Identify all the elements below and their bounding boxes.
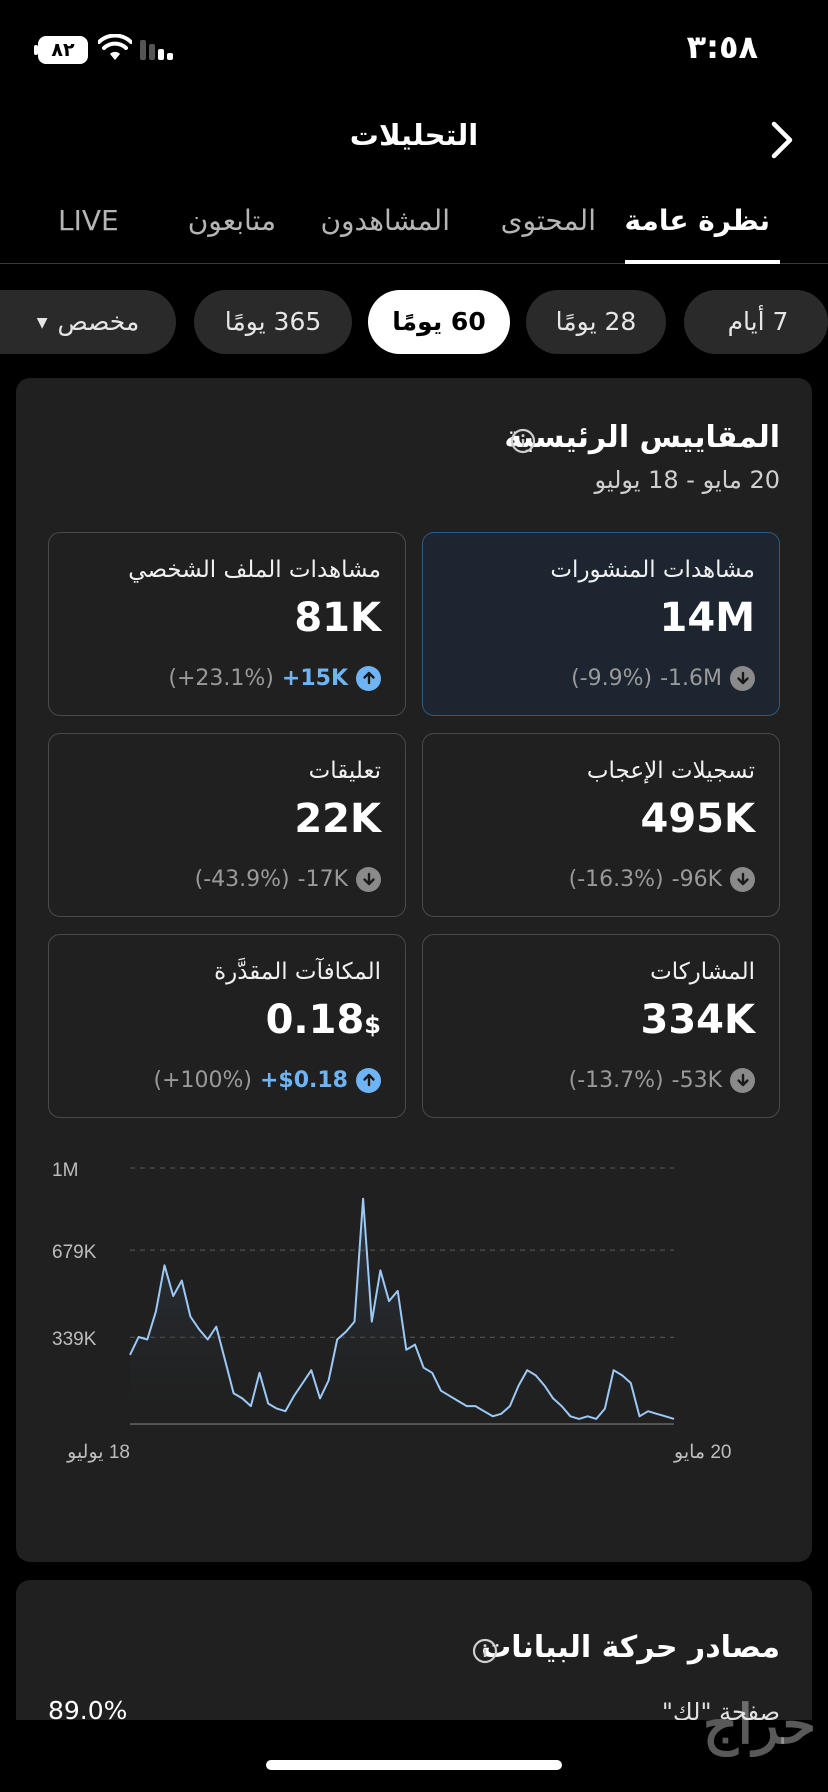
metric-tile[interactable]: المكافآت المقدَّرة 0.18$ +$0.18 (+100%) (48, 934, 406, 1118)
metric-value-unit: $ (364, 1011, 381, 1039)
metric-tile[interactable]: المشاركات 334K -53K (-13.7%) (422, 934, 780, 1118)
wifi-icon (98, 34, 132, 60)
metric-delta: +15K (+23.1%) (168, 663, 381, 693)
battery-tip (34, 45, 38, 55)
filter-custom[interactable]: مخصص ▼ (0, 290, 176, 354)
metric-delta: -17K (-43.9%) (195, 864, 381, 894)
tab-bar: نظرة عامة المحتوى المشاهدون متابعون LIVE (0, 190, 828, 264)
page-title: التحليلات (349, 118, 479, 152)
metric-delta-value: +$0.18 (259, 1067, 348, 1093)
battery-icon: ٨٢ (38, 36, 88, 64)
post-views-chart: 1M 679K 339K 18 يوليو 20 مايو (16, 1138, 812, 1468)
cellular-signal-icon (140, 40, 173, 60)
filter-custom-label: مخصص (57, 307, 140, 336)
metric-delta-value: -53K (671, 1067, 722, 1093)
watermark-logo: حراج (702, 1692, 816, 1756)
metric-label: المشاركات (650, 959, 755, 985)
chart-x-tick-label: 20 مايو (673, 1442, 732, 1463)
metric-value-number: 14M (659, 595, 755, 641)
dropdown-caret-icon: ▼ (36, 315, 48, 331)
metric-delta-value: -1.6M (660, 665, 722, 691)
section-title: المقاييس الرئيسية (504, 420, 780, 455)
date-filter-row: 7 أيام 28 يومًا 60 يومًا 365 يومًا مخصص ▼ (0, 290, 828, 354)
metric-delta: -96K (-16.3%) (569, 864, 755, 894)
filter-7-days[interactable]: 7 أيام (684, 290, 828, 354)
metric-value-number: 81K (294, 595, 381, 641)
metric-delta-value: -17K (297, 866, 348, 892)
metric-value: 14M (660, 595, 755, 641)
chart-series-line (129, 1197, 675, 1420)
date-range: 20 مايو - 18 يوليو (594, 466, 780, 494)
arrow-down-icon (730, 665, 755, 691)
metric-tile[interactable]: مشاهدات الملف الشخصي 81K +15K (+23.1%) (48, 532, 406, 716)
nav-header: التحليلات (0, 100, 828, 180)
tab-overview[interactable]: نظرة عامة (624, 204, 770, 237)
chart-series-area (130, 1198, 674, 1424)
filter-60-days[interactable]: 60 يومًا (368, 290, 510, 354)
metric-tile[interactable]: تسجيلات الإعجاب 495K -96K (-16.3%) (422, 733, 780, 917)
metric-label: مشاهدات المنشورات (550, 557, 755, 583)
chart-y-tick-label: 339K (52, 1329, 97, 1350)
metric-delta-percent: (-16.3%) (568, 866, 664, 892)
metric-value-number: 495K (640, 796, 756, 842)
metric-value-number: 0.18 (265, 997, 365, 1043)
arrow-down-icon (730, 866, 755, 892)
metric-value: 495K (641, 796, 756, 842)
metric-delta-value: -96K (671, 866, 722, 892)
arrow-up-icon (356, 665, 381, 691)
metric-delta: -53K (-13.7%) (569, 1065, 755, 1095)
info-icon[interactable] (510, 428, 536, 454)
tab-live[interactable]: LIVE (58, 204, 119, 237)
chart-x-tick-label: 18 يوليو (66, 1442, 130, 1463)
metric-label: تسجيلات الإعجاب (586, 758, 755, 784)
metric-value: 0.18$ (266, 997, 381, 1043)
status-time: ٣:٥٨ (686, 28, 758, 66)
metric-value: 22K (294, 796, 381, 842)
chart-canvas: 1M 679K 339K 18 يوليو 20 مايو (52, 1160, 732, 1463)
metric-value-number: 22K (294, 796, 381, 842)
chart-y-tick-label: 679K (52, 1242, 97, 1263)
arrow-up-icon (356, 1067, 381, 1093)
home-indicator (266, 1760, 562, 1770)
metric-delta-percent: (+23.1%) (168, 665, 274, 691)
metric-value: 81K (294, 595, 381, 641)
bottom-fade (0, 1720, 828, 1792)
filter-28-days[interactable]: 28 يومًا (526, 290, 666, 354)
metric-tile[interactable]: تعليقات 22K -17K (-43.9%) (48, 733, 406, 917)
metric-delta-value: +15K (281, 665, 348, 691)
metric-label: تعليقات (308, 758, 381, 784)
metric-value: 334K (641, 997, 756, 1043)
metric-delta-percent: (+100%) (153, 1067, 252, 1093)
traffic-sources-title: مصادر حركة البيانات (481, 1630, 780, 1665)
tab-audience[interactable]: المشاهدون (320, 204, 450, 237)
back-chevron-icon[interactable] (768, 118, 798, 162)
arrow-down-icon (356, 866, 381, 892)
active-tab-indicator (625, 260, 780, 264)
metric-delta-percent: (-43.9%) (194, 866, 290, 892)
metric-delta-percent: (-13.7%) (568, 1067, 664, 1093)
info-icon[interactable] (472, 1638, 498, 1664)
status-bar: ٣:٥٨ ٨٢ (0, 0, 828, 100)
metric-label: المكافآت المقدَّرة (214, 959, 381, 985)
metric-delta: +$0.18 (+100%) (153, 1065, 381, 1095)
metric-tile[interactable]: مشاهدات المنشورات 14M -1.6M (-9.9%) (422, 532, 780, 716)
metric-value-number: 334K (640, 997, 756, 1043)
tab-content[interactable]: المحتوى (500, 204, 596, 237)
tab-followers[interactable]: متابعون (187, 204, 276, 237)
metric-label: مشاهدات الملف الشخصي (128, 557, 381, 583)
metric-delta-percent: (-9.9%) (571, 665, 653, 691)
filter-365-days[interactable]: 365 يومًا (194, 290, 352, 354)
arrow-down-icon (730, 1067, 755, 1093)
chart-y-tick-label: 1M (52, 1160, 78, 1181)
key-metrics-card: المقاييس الرئيسية 20 مايو - 18 يوليو مشا… (16, 378, 812, 1562)
metric-delta: -1.6M (-9.9%) (571, 663, 755, 693)
